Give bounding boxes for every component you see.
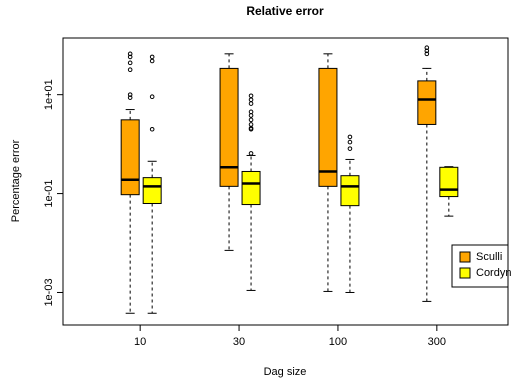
box — [120, 119, 140, 196]
outlier — [248, 126, 254, 132]
y-axis-label: Percentage error — [10, 139, 22, 222]
box — [142, 177, 162, 205]
x-tick-label: 100 — [329, 336, 347, 348]
legend-swatch — [459, 251, 471, 263]
y-tick-label: 1e+01 — [43, 79, 55, 110]
legend-label: Sculli — [476, 251, 502, 263]
outlier — [248, 117, 254, 123]
legend-label: Cordyn — [476, 267, 511, 279]
legend-swatch — [459, 267, 471, 279]
outlier — [127, 51, 133, 57]
outlier — [127, 92, 133, 97]
outlier — [127, 60, 133, 66]
outlier — [248, 113, 254, 118]
box — [241, 170, 261, 206]
outlier — [248, 93, 254, 99]
outlier — [248, 122, 254, 127]
x-axis-label: Dag size — [264, 366, 307, 378]
plot-frame — [62, 37, 509, 326]
outlier — [347, 146, 353, 151]
x-tick-label: 10 — [134, 336, 146, 348]
outlier — [149, 54, 155, 60]
outlier — [424, 48, 430, 54]
outlier — [248, 151, 254, 156]
outlier — [149, 126, 155, 132]
y-tick-label: 1e-03 — [43, 278, 55, 306]
outlier — [149, 58, 155, 64]
box — [417, 80, 437, 125]
y-tick-label: 1e-01 — [43, 180, 55, 208]
box — [318, 67, 338, 187]
outlier — [127, 95, 133, 100]
box — [219, 67, 239, 187]
box — [340, 175, 360, 207]
outlier — [248, 109, 254, 115]
x-tick-label: 30 — [233, 336, 245, 348]
outlier — [347, 139, 353, 145]
outlier — [127, 67, 133, 72]
x-tick-label: 300 — [428, 336, 446, 348]
outlier — [127, 54, 133, 60]
outlier — [248, 97, 254, 103]
outlier — [149, 94, 155, 100]
outlier — [347, 134, 353, 140]
outlier — [424, 51, 430, 57]
chart-title: Relative error — [246, 4, 324, 18]
outlier — [248, 101, 254, 106]
box — [439, 166, 459, 198]
